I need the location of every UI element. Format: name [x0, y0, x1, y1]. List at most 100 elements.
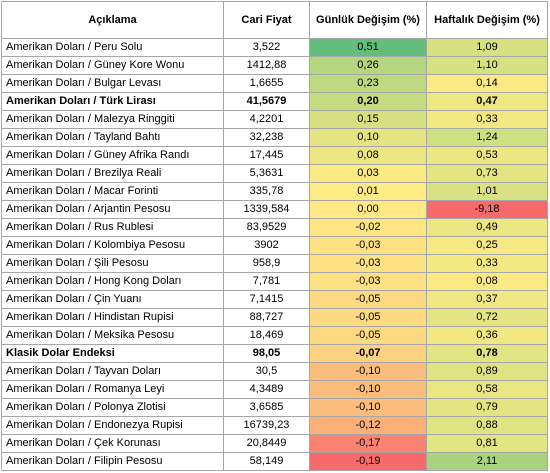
table-row: Amerikan Doları / Güney Kore Wonu 1412,88…: [1, 56, 548, 75]
row-weekly-change: 0,36: [426, 326, 548, 345]
row-description: Amerikan Doları / Kolombiya Pesosu: [1, 236, 224, 255]
row-current-price: 88,727: [223, 308, 310, 327]
table-row: Amerikan Doları / Endonezya Rupisi 16739,…: [1, 416, 548, 435]
row-description: Amerikan Doları / Şili Pesosu: [1, 254, 224, 273]
row-daily-change: -0,17: [309, 434, 427, 453]
row-description: Amerikan Doları / Filipin Pesosu: [1, 452, 224, 471]
row-description: Amerikan Doları / Meksika Pesosu: [1, 326, 224, 345]
row-current-price: 4,3489: [223, 380, 310, 399]
row-weekly-change: 0,53: [426, 146, 548, 165]
row-current-price: 7,1415: [223, 290, 310, 309]
col-header-daily-change: Günlük Değişim (%): [309, 1, 427, 39]
table-row: Amerikan Doları / Meksika Pesosu 18,469 -0…: [1, 326, 548, 345]
row-daily-change: 0,08: [309, 146, 427, 165]
table-row: Amerikan Doları / Bulgar Levası 1,6655 0,2…: [1, 74, 548, 93]
row-daily-change: -0,05: [309, 290, 427, 309]
row-weekly-change: 0,49: [426, 218, 548, 237]
row-current-price: 958,9: [223, 254, 310, 273]
table-row: Amerikan Doları / Hindistan Rupisi 88,727…: [1, 308, 548, 327]
col-header-current-price: Cari Fiyat: [223, 1, 310, 39]
row-daily-change: -0,02: [309, 218, 427, 237]
row-daily-change: 0,23: [309, 74, 427, 93]
table-row: Amerikan Doları / Malezya Ringgiti 4,2201…: [1, 110, 548, 129]
table-row: Amerikan Doları / Brezilya Reali 5,3631 0,…: [1, 164, 548, 183]
row-description: Amerikan Doları / Brezilya Reali: [1, 164, 224, 183]
row-current-price: 3902: [223, 236, 310, 255]
row-description: Amerikan Doları / Tayland Bahtı: [1, 128, 224, 147]
row-current-price: 32,238: [223, 128, 310, 147]
table-row: Amerikan Doları / Peru Solu 3,522 0,51 1,09: [1, 38, 548, 57]
row-weekly-change: 0,33: [426, 110, 548, 129]
row-description: Amerikan Doları / Macar Forinti: [1, 182, 224, 201]
row-description: Amerikan Doları / Polonya Zlotisi: [1, 398, 224, 417]
row-daily-change: -0,12: [309, 416, 427, 435]
row-daily-change: 0,03: [309, 164, 427, 183]
row-current-price: 17,445: [223, 146, 310, 165]
row-daily-change: -0,03: [309, 272, 427, 291]
row-current-price: 41,5679: [223, 92, 310, 111]
table-row: Amerikan Doları / Güney Afrika Randı 17,4…: [1, 146, 548, 165]
row-daily-change: -0,07: [309, 344, 427, 363]
row-weekly-change: 0,14: [426, 74, 548, 93]
table-row: Amerikan Doları / Rus Rublesi 83,9529 -0,0…: [1, 218, 548, 237]
table-row: Amerikan Doları / Filipin Pesosu 58,149 -0…: [1, 452, 548, 471]
row-daily-change: -0,10: [309, 362, 427, 381]
col-header-weekly-change: Haftalık Değişim (%): [426, 1, 548, 39]
table-row: Amerikan Doları / Romanya Leyi 4,3489 -0,1…: [1, 380, 548, 399]
header-row: Açıklama Cari Fiyat Günlük Değişim (%) H…: [1, 1, 548, 39]
row-description: Amerikan Doları / Güney Afrika Randı: [1, 146, 224, 165]
row-daily-change: 0,01: [309, 182, 427, 201]
table-row: Amerikan Doları / Arjantin Pesosu 1339,58…: [1, 200, 548, 219]
row-current-price: 3,522: [223, 38, 310, 57]
row-description: Amerikan Doları / Malezya Ringgiti: [1, 110, 224, 129]
row-weekly-change: 1,09: [426, 38, 548, 57]
table-row: Amerikan Doları / Tayland Bahtı 32,238 0,1…: [1, 128, 548, 147]
row-daily-change: -0,05: [309, 326, 427, 345]
table-row: Amerikan Doları / Polonya Zlotisi 3,6585-…: [1, 398, 548, 417]
row-description: Amerikan Doları / Türk Lirası: [1, 92, 224, 111]
row-description: Amerikan Doları / Çek Korunası: [1, 434, 224, 453]
row-daily-change: 0,10: [309, 128, 427, 147]
row-description: Amerikan Doları / Arjantin Pesosu: [1, 200, 224, 219]
row-weekly-change: 0,25: [426, 236, 548, 255]
row-daily-change: -0,19: [309, 452, 427, 471]
row-current-price: 83,9529: [223, 218, 310, 237]
row-weekly-change: 0,79: [426, 398, 548, 417]
row-current-price: 58,149: [223, 452, 310, 471]
row-description: Amerikan Doları / Endonezya Rupisi: [1, 416, 224, 435]
row-daily-change: 0,51: [309, 38, 427, 57]
row-description: Amerikan Doları / Rus Rublesi: [1, 218, 224, 237]
row-description: Amerikan Doları / Çin Yuanı: [1, 290, 224, 309]
row-current-price: 5,3631: [223, 164, 310, 183]
row-daily-change: -0,03: [309, 254, 427, 273]
table-row: Amerikan Doları / Çin Yuanı 7,1415 -0,05 0,…: [1, 290, 548, 309]
table-row: Klasik Dolar Endeksi 98,05 -0,07 0,78: [1, 344, 548, 363]
row-daily-change: 0,20: [309, 92, 427, 111]
row-current-price: 3,6585: [223, 398, 310, 417]
row-weekly-change: 0,37: [426, 290, 548, 309]
row-weekly-change: 0,58: [426, 380, 548, 399]
table-body: Amerikan Doları / Peru Solu 3,522 0,51 1,09…: [1, 38, 548, 471]
row-description: Amerikan Doları / Tayvan Doları: [1, 362, 224, 381]
row-daily-change: -0,10: [309, 398, 427, 417]
row-current-price: 18,469: [223, 326, 310, 345]
row-daily-change: 0,15: [309, 110, 427, 129]
row-current-price: 98,05: [223, 344, 310, 363]
row-current-price: 4,2201: [223, 110, 310, 129]
col-header-description: Açıklama: [1, 1, 224, 39]
row-current-price: 335,78: [223, 182, 310, 201]
row-description: Klasik Dolar Endeksi: [1, 344, 224, 363]
row-weekly-change: 0,73: [426, 164, 548, 183]
row-current-price: 20,8449: [223, 434, 310, 453]
row-weekly-change: 0,89: [426, 362, 548, 381]
row-daily-change: 0,00: [309, 200, 427, 219]
row-weekly-change: -9,18: [426, 200, 548, 219]
row-current-price: 1412,88: [223, 56, 310, 75]
row-weekly-change: 0,72: [426, 308, 548, 327]
row-weekly-change: 1,24: [426, 128, 548, 147]
row-daily-change: -0,10: [309, 380, 427, 399]
row-weekly-change: 1,01: [426, 182, 548, 201]
row-weekly-change: 0,08: [426, 272, 548, 291]
table-row: Amerikan Doları / Türk Lirası 41,5679 0,20…: [1, 92, 548, 111]
row-current-price: 1339,584: [223, 200, 310, 219]
